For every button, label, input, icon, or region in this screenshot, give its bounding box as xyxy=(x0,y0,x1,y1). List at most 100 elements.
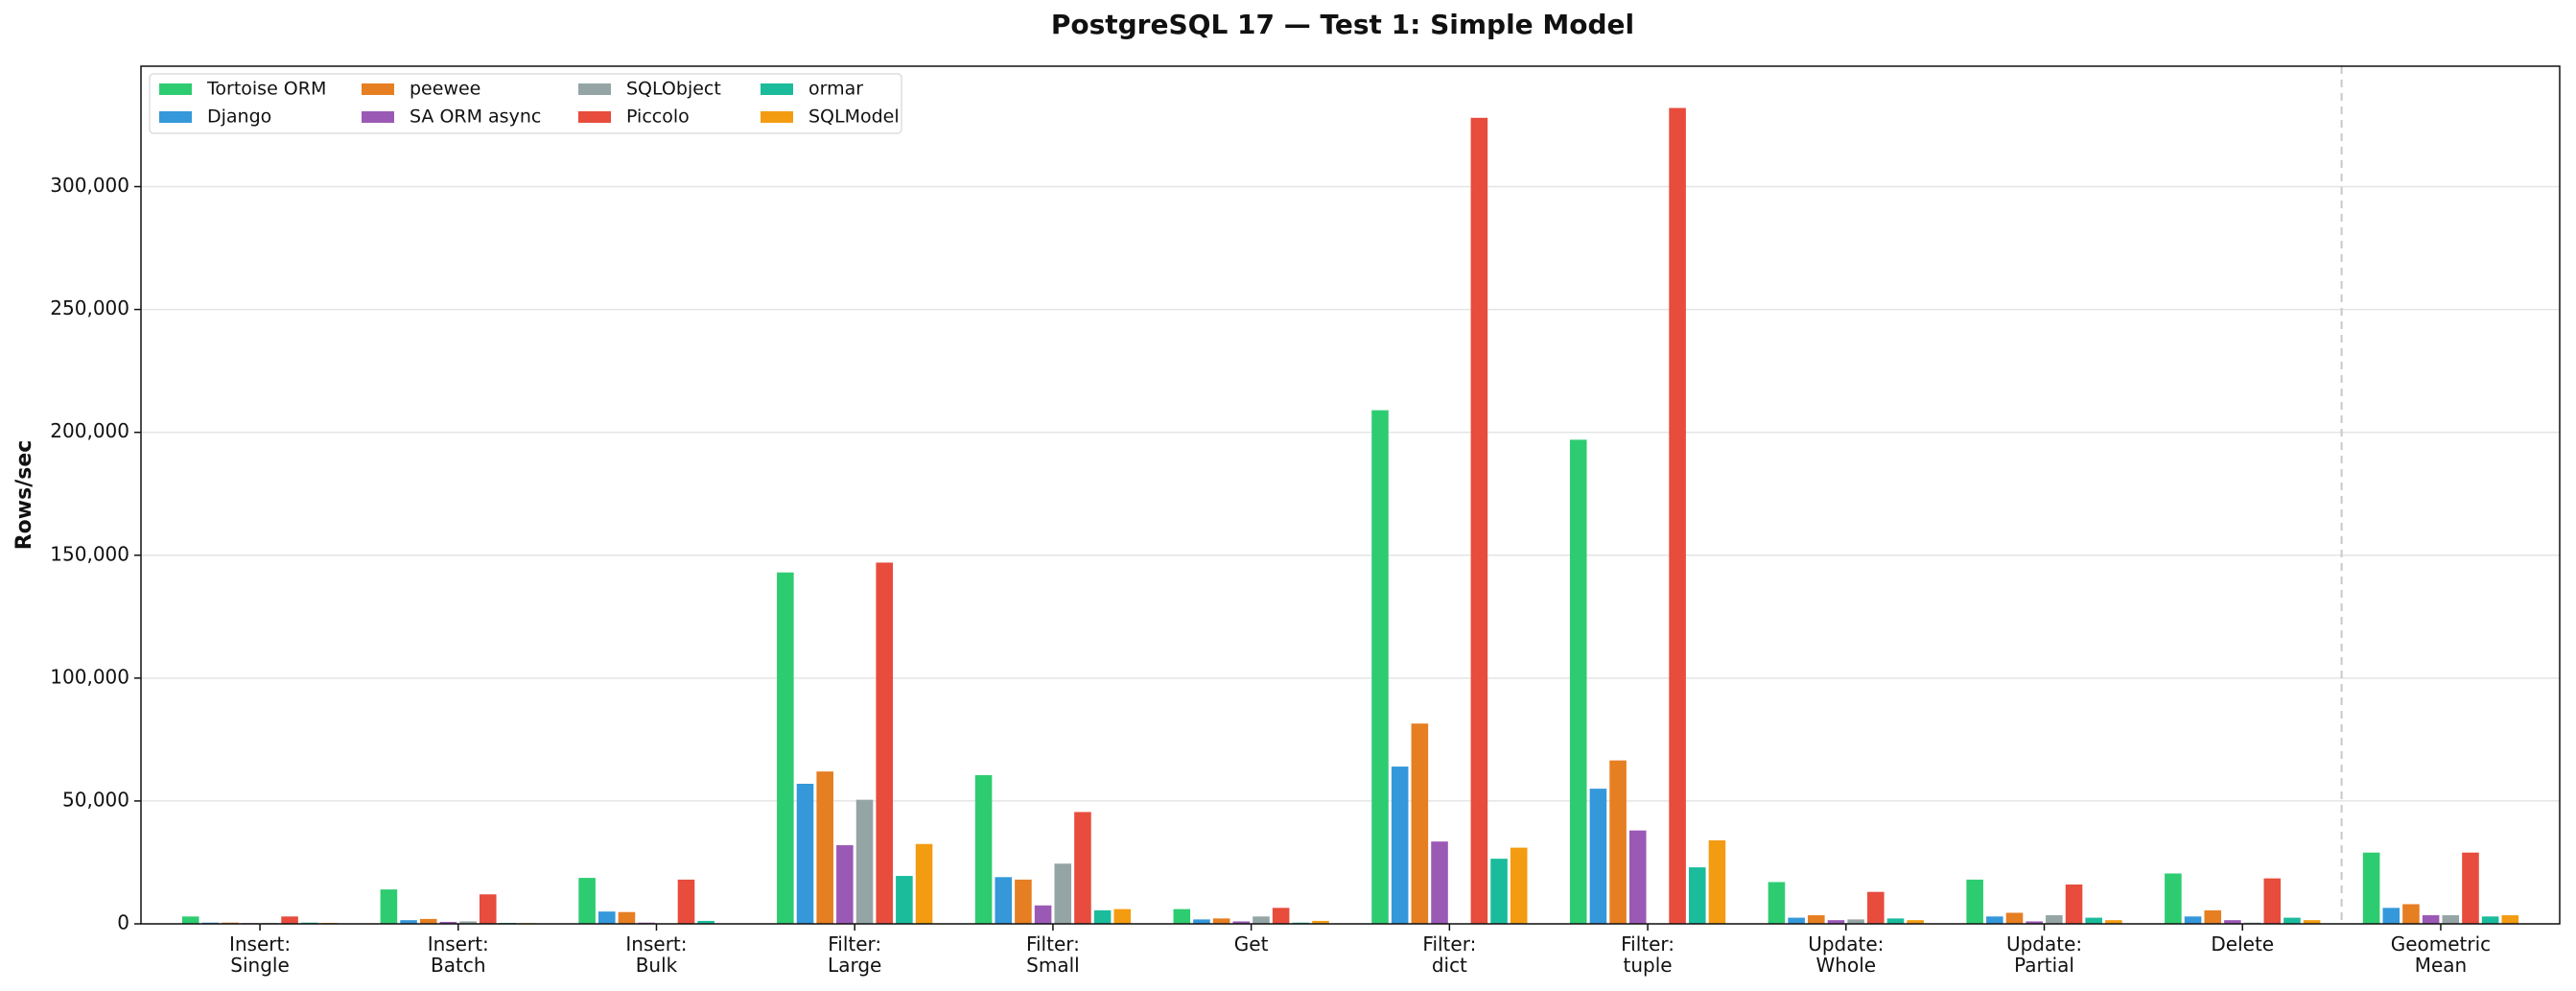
bar xyxy=(2422,915,2440,924)
bar xyxy=(1391,767,1409,924)
bar xyxy=(479,894,497,924)
x-tick-label-line: dict xyxy=(1432,954,1467,977)
x-tick-label-line: Bulk xyxy=(636,954,678,977)
bar xyxy=(578,878,596,924)
bar xyxy=(2184,916,2202,924)
bar xyxy=(1470,117,1488,924)
bar xyxy=(281,916,298,924)
x-tick-label: Delete xyxy=(2211,932,2274,956)
bar xyxy=(1074,812,1091,924)
y-tick-label: 50,000 xyxy=(62,788,129,811)
bar xyxy=(995,877,1013,924)
x-tick-label-line: Delete xyxy=(2211,932,2274,956)
bar xyxy=(1034,905,1052,924)
legend-label: SA ORM async xyxy=(410,106,541,128)
x-tick-label-line: Update: xyxy=(1808,932,1884,956)
bar xyxy=(1966,879,1983,924)
bar xyxy=(1054,863,1072,924)
bar xyxy=(2382,908,2400,924)
bar xyxy=(2165,873,2182,924)
x-tick-label-line: Filter: xyxy=(1621,932,1674,956)
bar xyxy=(1093,909,1112,924)
bar xyxy=(2065,885,2083,924)
y-tick-label: 150,000 xyxy=(50,542,129,565)
legend-label: SQLObject xyxy=(626,79,721,100)
bar xyxy=(400,920,417,924)
legend-swatch xyxy=(159,111,192,123)
bar xyxy=(1015,879,1032,924)
bar xyxy=(2362,852,2380,924)
x-tick-label: Geometric Mean xyxy=(2391,932,2491,977)
bar xyxy=(1569,439,1587,924)
x-tick-label-line: Filter: xyxy=(1026,932,1080,956)
y-tick-label: 200,000 xyxy=(50,419,129,442)
bar xyxy=(2442,915,2460,924)
x-tick-label-line: Geometric xyxy=(2391,932,2491,956)
x-tick-label: Insert: Batch xyxy=(428,932,489,977)
bar xyxy=(439,921,457,924)
bar xyxy=(1113,908,1132,924)
x-tick-label: Filter: tuple xyxy=(1621,932,1674,977)
x-tick-label-line: Update: xyxy=(2006,932,2082,956)
bar xyxy=(2283,917,2301,924)
bar xyxy=(1669,107,1686,924)
bar xyxy=(796,783,814,924)
x-tick-label-line: Batch xyxy=(431,954,486,977)
x-tick-label: Filter: dict xyxy=(1422,932,1476,977)
bar xyxy=(1312,920,1329,924)
x-tick-label: Update: Whole xyxy=(1808,932,1884,977)
bar xyxy=(677,879,695,924)
legend-label: Django xyxy=(207,106,271,128)
bar xyxy=(380,889,398,924)
bar xyxy=(2105,920,2122,924)
bar xyxy=(1708,839,1726,924)
bar xyxy=(2303,920,2321,924)
bar xyxy=(855,799,874,924)
bar xyxy=(876,562,893,924)
legend-swatch xyxy=(362,111,394,123)
bar xyxy=(2224,920,2241,924)
bar xyxy=(419,918,437,924)
bar xyxy=(1867,891,1885,924)
x-tick-label-line: Insert: xyxy=(625,932,687,956)
x-tick-label-line: tuple xyxy=(1624,954,1673,977)
y-axis-label: Rows/sec xyxy=(12,440,36,551)
x-tick-label-line: Large xyxy=(828,954,881,977)
bar xyxy=(1886,918,1905,924)
bar xyxy=(1609,760,1627,924)
legend-swatch xyxy=(578,111,611,123)
legend-swatch xyxy=(362,83,394,95)
x-tick-label-line: Partial xyxy=(2014,954,2074,977)
legend-swatch xyxy=(761,83,793,95)
bar xyxy=(1431,841,1448,924)
x-tick-label-line: Single xyxy=(230,954,289,977)
bar xyxy=(1253,916,1270,924)
legend-swatch xyxy=(159,83,192,95)
bar xyxy=(816,771,833,924)
chart-title: PostgreSQL 17 — Test 1: Simple Model xyxy=(1051,9,1634,40)
x-tick-label-line: Mean xyxy=(2415,954,2468,977)
x-tick-label-line: Filter: xyxy=(1422,932,1476,956)
legend-label: Tortoise ORM xyxy=(206,79,326,100)
bar xyxy=(1847,919,1864,924)
bar xyxy=(1232,921,1251,924)
x-tick-label: Insert: Bulk xyxy=(625,932,687,977)
x-tick-label-line: Get xyxy=(1234,932,1269,956)
bar xyxy=(2263,878,2282,924)
bar xyxy=(2501,915,2519,924)
bar xyxy=(836,845,854,924)
bar xyxy=(2481,916,2499,924)
legend-box xyxy=(149,73,902,134)
bar xyxy=(1808,915,1825,924)
legend-swatch xyxy=(761,111,793,123)
bar xyxy=(697,920,714,924)
bar xyxy=(2085,917,2102,924)
x-tick-label-line: Whole xyxy=(1816,954,1877,977)
x-tick-label-line: Insert: xyxy=(229,932,291,956)
bar xyxy=(2046,915,2063,924)
plot-frame xyxy=(140,65,2561,925)
bar xyxy=(1371,410,1389,924)
bar xyxy=(1768,882,1786,924)
bar xyxy=(459,921,477,924)
